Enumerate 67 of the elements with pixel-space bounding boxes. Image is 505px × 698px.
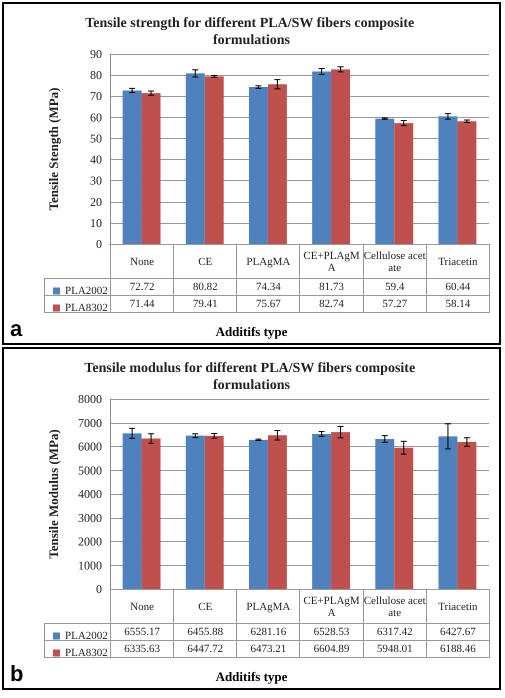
data-label: 6281.16 bbox=[236, 624, 300, 640]
y-axis-title: Tensile Modulus (MPa) bbox=[46, 429, 61, 559]
data-label: 58.14 bbox=[426, 296, 490, 312]
x-axis-title: Additifs type bbox=[216, 324, 288, 339]
legend-label: PLA2002 bbox=[65, 630, 108, 642]
data-label: 6455.88 bbox=[174, 624, 237, 640]
y-tick-label: 1000 bbox=[78, 558, 102, 572]
x-tick-label: Triacetin bbox=[426, 244, 490, 278]
y-tick-label: 8000 bbox=[78, 392, 102, 406]
x-tick-label: CE bbox=[174, 590, 237, 624]
y-tick-label: 70 bbox=[90, 89, 102, 104]
y-tick-label: 0 bbox=[96, 237, 102, 251]
x-tick-label: CE+PLAgMA bbox=[300, 590, 364, 624]
y-tick-label: 6000 bbox=[78, 440, 102, 454]
y-tick-label: 10 bbox=[90, 216, 102, 230]
data-label: 6335.63 bbox=[110, 640, 174, 658]
y-tick-label: 0 bbox=[96, 582, 102, 596]
x-axis-title: Additifs type bbox=[216, 669, 288, 684]
data-label: 6473.21 bbox=[236, 640, 300, 658]
data-label: 75.67 bbox=[236, 296, 300, 312]
chart-title: Tensile strength for different PLA/SW fibers composite formulations bbox=[85, 16, 418, 48]
text: b bbox=[10, 661, 24, 687]
data-label: 57.27 bbox=[363, 296, 426, 312]
x-tick-label: Cellulose acetate bbox=[363, 244, 426, 278]
legend-label: PLA2002 bbox=[65, 285, 108, 297]
y-tick-label: 7000 bbox=[78, 416, 102, 430]
y-tick-label: 60 bbox=[90, 110, 102, 124]
data-label: 79.41 bbox=[174, 296, 237, 312]
data-label: 6447.72 bbox=[174, 640, 237, 658]
data-label: 6555.17 bbox=[110, 624, 174, 640]
data-label: 82.74 bbox=[300, 296, 364, 312]
data-label: 60.44 bbox=[426, 278, 490, 296]
data-label: 72.72 bbox=[110, 278, 174, 296]
data-label: 81.73 bbox=[300, 278, 364, 296]
x-tick-label: PLAgMA bbox=[236, 590, 300, 624]
x-tick-label: CE bbox=[174, 244, 237, 278]
x-tick-label: Cellulose acetate bbox=[363, 590, 426, 624]
y-tick-label: 80 bbox=[90, 68, 102, 82]
x-tick-label: None bbox=[110, 590, 174, 624]
y-axis-title: Tensile Stength (MPa) bbox=[46, 87, 61, 211]
data-label: 74.34 bbox=[236, 278, 300, 296]
x-tick-label: PLAgMA bbox=[236, 244, 300, 278]
y-tick-label: 40 bbox=[90, 152, 102, 167]
x-tick-label: Triacetin bbox=[426, 590, 490, 624]
data-label: 6427.67 bbox=[426, 624, 490, 640]
y-tick-label: 5000 bbox=[78, 463, 102, 478]
data-label: 71.44 bbox=[110, 296, 174, 312]
y-tick-label: 3000 bbox=[78, 510, 102, 525]
legend-label: PLA8302 bbox=[65, 647, 108, 659]
x-tick-label: None bbox=[110, 244, 174, 278]
data-label: 6604.89 bbox=[300, 640, 364, 658]
y-tick-label: 30 bbox=[90, 174, 102, 188]
data-label: 5948.01 bbox=[363, 640, 426, 658]
data-label: 6188.46 bbox=[426, 640, 490, 658]
y-tick-label: 50 bbox=[90, 131, 102, 146]
text: a bbox=[10, 316, 22, 342]
x-tick-label: CE+PLAgMA bbox=[300, 244, 364, 278]
legend-label: PLA8302 bbox=[65, 302, 108, 314]
y-tick-label: 90 bbox=[90, 47, 102, 61]
data-label: 80.82 bbox=[174, 278, 237, 296]
chart-title: Tensile modulus for different PLA/SW fibers composite formulations bbox=[84, 361, 419, 393]
y-tick-label: 20 bbox=[90, 194, 102, 209]
data-label: 59.4 bbox=[363, 278, 426, 296]
y-tick-label: 4000 bbox=[78, 487, 102, 501]
data-label: 6317.42 bbox=[363, 624, 426, 640]
data-label: 6528.53 bbox=[300, 624, 364, 640]
y-tick-label: 2000 bbox=[78, 534, 102, 548]
